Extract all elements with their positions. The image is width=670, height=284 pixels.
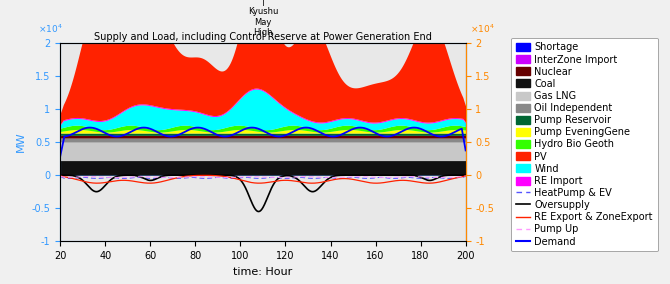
Text: |
Kyushu
May
High: | Kyushu May High (248, 0, 278, 37)
Legend: Shortage, InterZone Import, Nuclear, Coal, Gas LNG, Oil Independent, Pump Reserv: Shortage, InterZone Import, Nuclear, Coa… (511, 37, 658, 251)
Title: Supply and Load, including Control Reserve at Power Generation End: Supply and Load, including Control Reser… (94, 32, 432, 42)
Text: $\times 10^4$: $\times 10^4$ (470, 22, 494, 35)
X-axis label: time: Hour: time: Hour (233, 267, 293, 277)
Y-axis label: MW: MW (16, 132, 26, 152)
Text: $\times 10^4$: $\times 10^4$ (38, 22, 63, 35)
